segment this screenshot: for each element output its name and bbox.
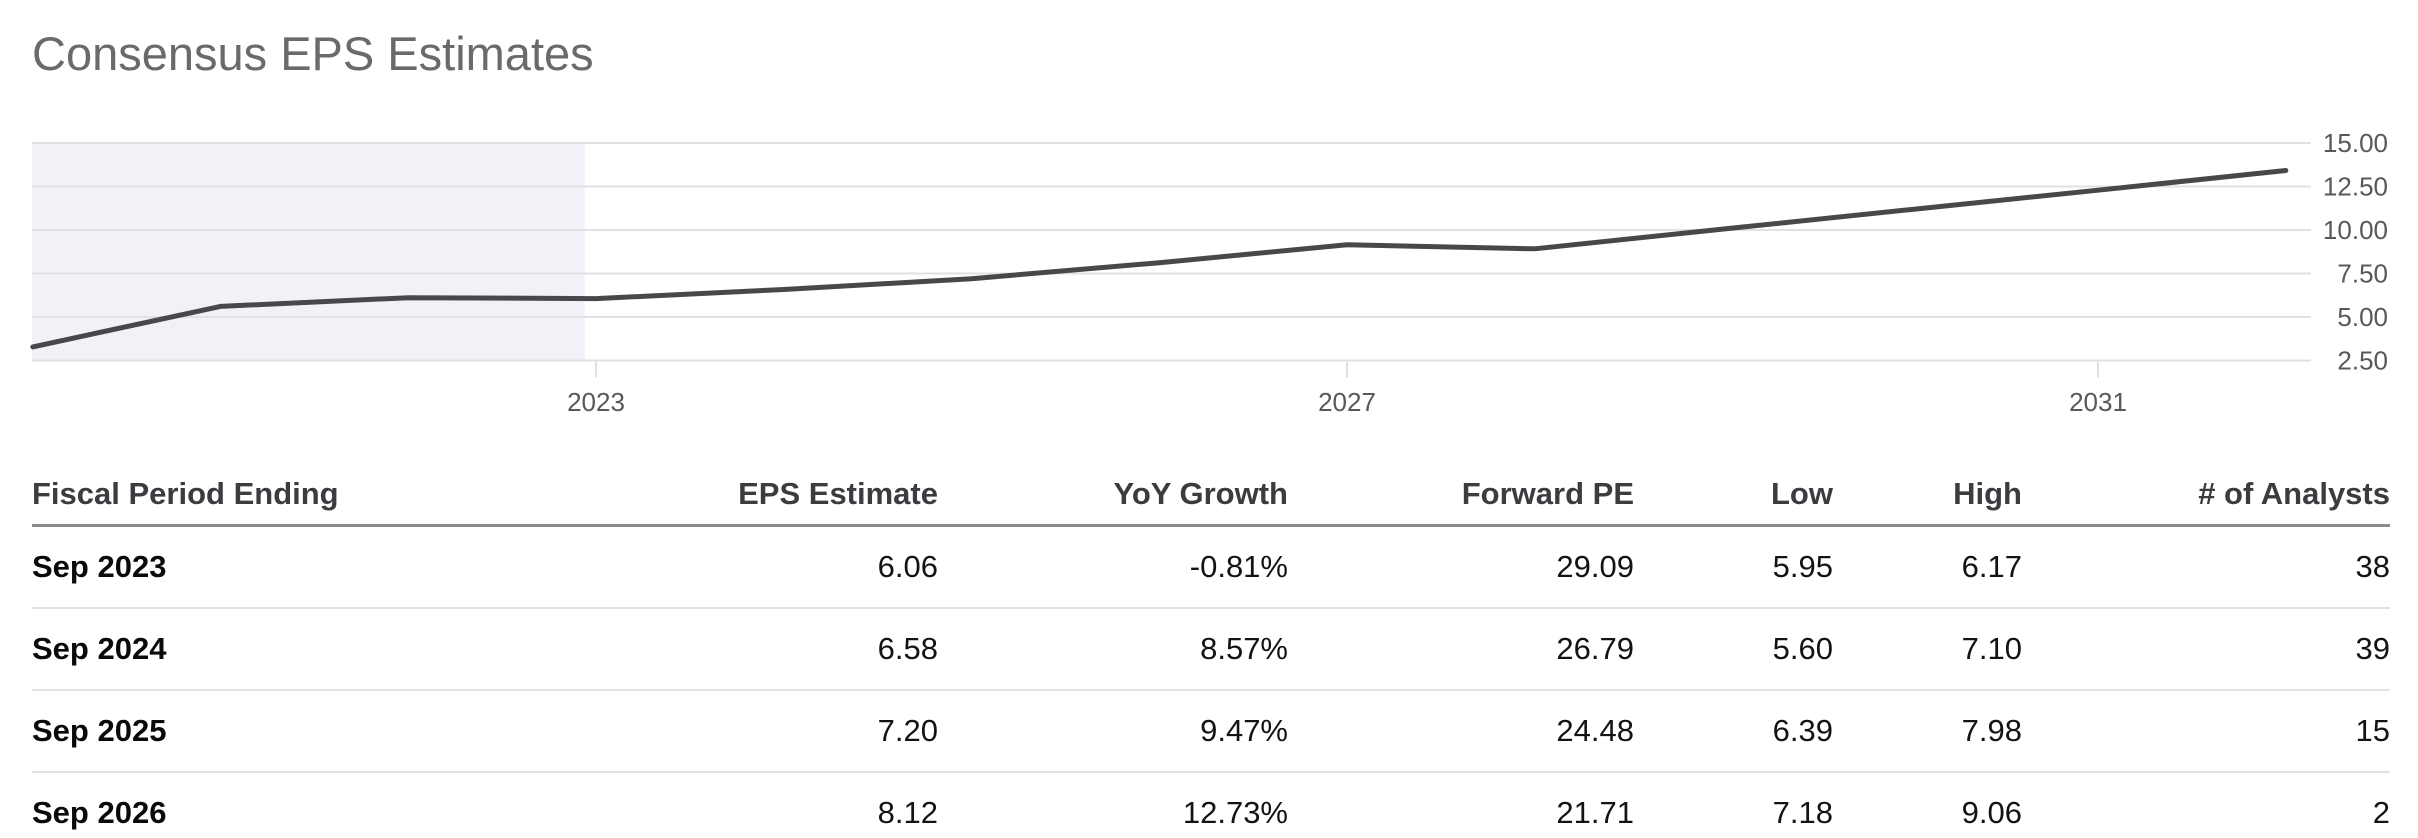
eps-trend-line: [30, 168, 2289, 350]
table-header-row: Fiscal Period Ending EPS Estimate YoY Gr…: [32, 416, 2390, 527]
cell-analysts: 39: [2022, 608, 2390, 691]
cell-eps: 8.12: [482, 772, 938, 838]
col-header-fiscal-period: Fiscal Period Ending: [32, 416, 482, 527]
cell-forward-pe: 21.71: [1288, 772, 1634, 838]
cell-analysts: 15: [2022, 690, 2390, 773]
col-header-high: High: [1833, 416, 2022, 527]
col-header-yoy-growth: YoY Growth: [938, 416, 1288, 527]
col-header-low: Low: [1634, 416, 1833, 527]
cell-forward-pe: 26.79: [1288, 608, 1634, 691]
past-period-shaded-region: [32, 143, 585, 361]
eps-chart: 15.00 12.50 10.00 7.50 5.00 2.50 2023 2027 2031: [0, 120, 2418, 416]
cell-yoy: 12.73%: [938, 772, 1288, 838]
cell-yoy: 9.47%: [938, 690, 1288, 773]
cell-yoy: -0.81%: [938, 525, 1288, 609]
col-header-eps-estimate: EPS Estimate: [482, 416, 938, 527]
x-axis-tick-label: 2031: [2069, 387, 2127, 416]
estimates-table: Fiscal Period Ending EPS Estimate YoY Gr…: [32, 416, 2390, 838]
cell-period: Sep 2024: [32, 608, 482, 691]
eps-chart-canvas[interactable]: 15.00 12.50 10.00 7.50 5.00 2.50 2023 2027 2031: [0, 120, 2418, 416]
cell-high: 7.10: [1833, 608, 2022, 691]
cell-eps: 6.58: [482, 608, 938, 691]
cell-high: 9.06: [1833, 772, 2022, 838]
cell-eps: 7.20: [482, 690, 938, 773]
y-axis-tick-label: 15.00: [2323, 128, 2388, 158]
cell-low: 6.39: [1634, 690, 1833, 773]
cell-period: Sep 2025: [32, 690, 482, 773]
page-title: Consensus EPS Estimates: [32, 27, 594, 80]
cell-forward-pe: 29.09: [1288, 525, 1634, 609]
cell-forward-pe: 24.48: [1288, 690, 1634, 773]
cell-low: 7.18: [1634, 772, 1833, 838]
y-axis-tick-label: 12.50: [2323, 172, 2388, 202]
cell-analysts: 2: [2022, 772, 2390, 838]
cell-high: 7.98: [1833, 690, 2022, 773]
cell-low: 5.60: [1634, 608, 1833, 691]
y-axis-tick-label: 5.00: [2337, 302, 2388, 332]
cell-yoy: 8.57%: [938, 608, 1288, 691]
cell-period: Sep 2023: [32, 525, 482, 609]
cell-high: 6.17: [1833, 525, 2022, 609]
y-axis-tick-label: 7.50: [2337, 259, 2388, 289]
x-axis-tick-label: 2023: [567, 387, 625, 416]
col-header-num-analysts: # of Analysts: [2022, 416, 2390, 527]
cell-low: 5.95: [1634, 525, 1833, 609]
table-row: Sep 2025 7.20 9.47% 24.48 6.39 7.98 15: [32, 690, 2390, 773]
table-row: Sep 2023 6.06 -0.81% 29.09 5.95 6.17 38: [32, 525, 2390, 609]
y-axis-tick-label: 10.00: [2323, 215, 2388, 245]
x-axis-tick-label: 2027: [1318, 387, 1376, 416]
y-axis-tick-label: 2.50: [2337, 346, 2388, 376]
cell-analysts: 38: [2022, 525, 2390, 609]
col-header-forward-pe: Forward PE: [1288, 416, 1634, 527]
cell-eps: 6.06: [482, 525, 938, 609]
table-row: Sep 2026 8.12 12.73% 21.71 7.18 9.06 2: [32, 772, 2390, 838]
table-row: Sep 2024 6.58 8.57% 26.79 5.60 7.10 39: [32, 608, 2390, 691]
cell-period: Sep 2026: [32, 772, 482, 838]
